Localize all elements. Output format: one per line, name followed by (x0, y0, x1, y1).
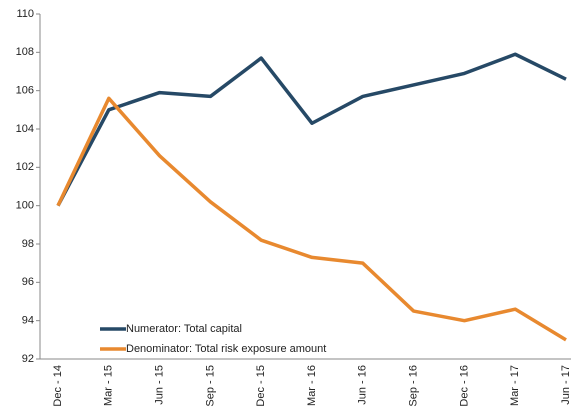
y-tick-label: 96 (22, 276, 34, 288)
y-tick-label: 102 (16, 161, 34, 173)
y-tick-label: 104 (16, 123, 34, 135)
y-tick-label: 106 (16, 85, 34, 97)
x-tick-label: Mar - 15 (103, 365, 115, 406)
legend-label: Numerator: Total capital (126, 323, 242, 335)
series-line (56, 96, 567, 342)
y-tick-label: 98 (22, 238, 34, 250)
x-tick-label: Sep - 15 (204, 365, 216, 407)
x-tick-label: Dec - 16 (458, 365, 470, 407)
x-tick-label: Dec - 14 (52, 365, 64, 407)
y-tick-label: 94 (22, 315, 34, 327)
x-tick-label: Jun - 15 (154, 365, 166, 405)
x-tick-label: Sep - 16 (408, 365, 420, 407)
legend-label: Denominator: Total risk exposure amount (126, 343, 326, 355)
x-tick-label: Dec - 15 (255, 365, 267, 407)
y-tick-label: 100 (16, 200, 34, 212)
series-line (56, 52, 567, 207)
x-tick-label: Mar - 17 (509, 365, 521, 406)
x-tick-label: Mar - 16 (306, 365, 318, 406)
y-tick-label: 108 (16, 46, 34, 58)
x-tick-label: Jun - 17 (560, 365, 572, 405)
y-tick-label: 110 (16, 8, 34, 20)
y-tick-label: 92 (22, 353, 34, 365)
x-tick-label: Jun - 16 (357, 365, 369, 405)
